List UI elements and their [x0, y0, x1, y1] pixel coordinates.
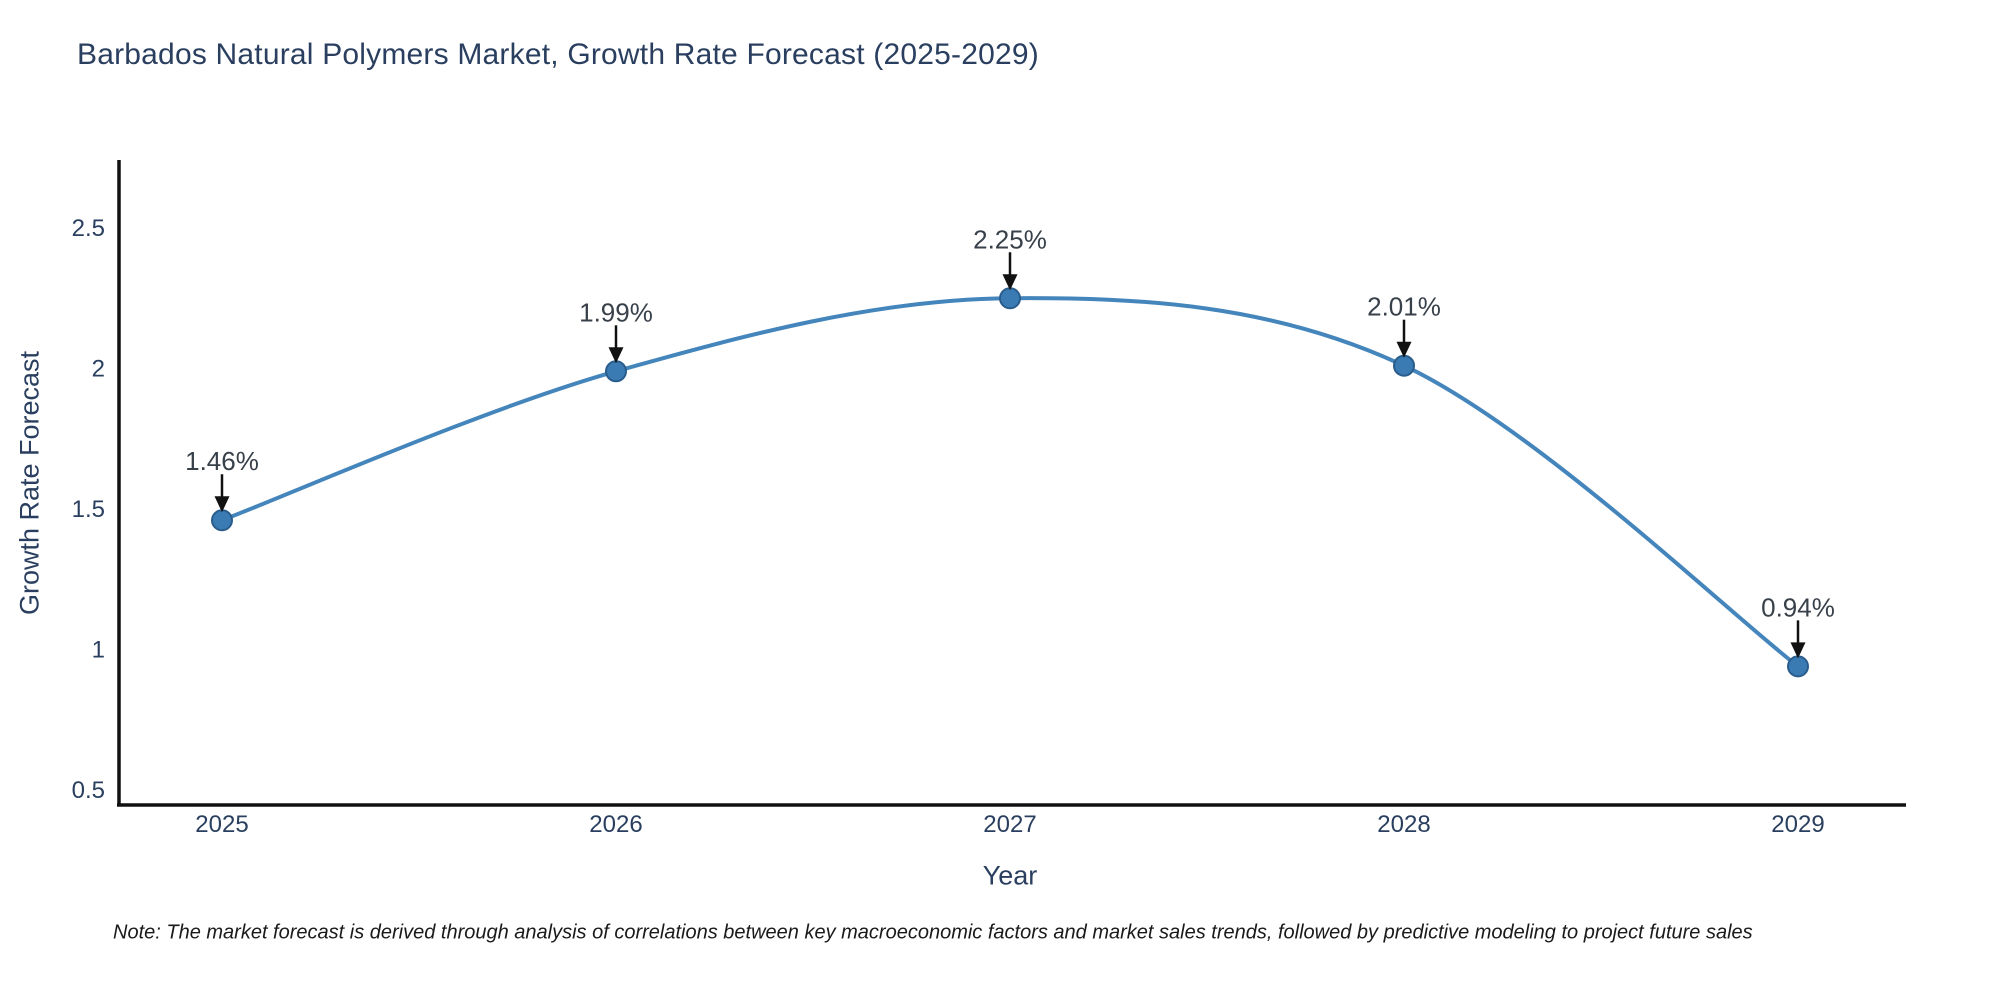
data-point-marker	[1393, 354, 1415, 377]
x-tick-label: 2026	[589, 811, 642, 838]
x-axis-title: Year	[982, 860, 1038, 891]
x-tick-label: 2028	[1377, 811, 1430, 838]
data-point-marker	[1787, 655, 1809, 678]
footnote: Note: The market forecast is derived thr…	[113, 921, 1753, 944]
y-tick-label: 0.5	[72, 777, 105, 804]
annotation-arrowhead	[608, 347, 624, 364]
point-value-label: 2.25%	[973, 224, 1047, 254]
point-value-label: 0.94%	[1761, 592, 1835, 622]
point-value-label: 1.46%	[185, 446, 259, 476]
annotation-arrowhead	[1790, 642, 1806, 659]
trend-line	[220, 296, 1800, 669]
y-axis-title: Growth Rate Forecast	[14, 350, 45, 616]
annotation-arrowhead	[1396, 341, 1412, 358]
y-tick-label: 2	[92, 356, 105, 383]
y-tick-label: 1.5	[72, 496, 105, 523]
point-value-label: 2.01%	[1367, 292, 1441, 322]
data-point-marker	[605, 360, 627, 383]
y-tick-label: 2.5	[72, 215, 105, 242]
x-tick-label: 2025	[195, 811, 248, 838]
chart-title: Barbados Natural Polymers Market, Growth…	[77, 38, 1039, 71]
x-tick-label: 2029	[1771, 811, 1824, 838]
data-point-marker	[211, 509, 233, 532]
x-tick-label: 2027	[983, 811, 1036, 838]
point-value-label: 1.99%	[579, 297, 653, 327]
annotation-arrowhead	[214, 496, 230, 513]
annotation-arrowhead	[1002, 274, 1018, 291]
y-tick-label: 1	[92, 637, 105, 664]
data-point-marker	[999, 287, 1021, 310]
